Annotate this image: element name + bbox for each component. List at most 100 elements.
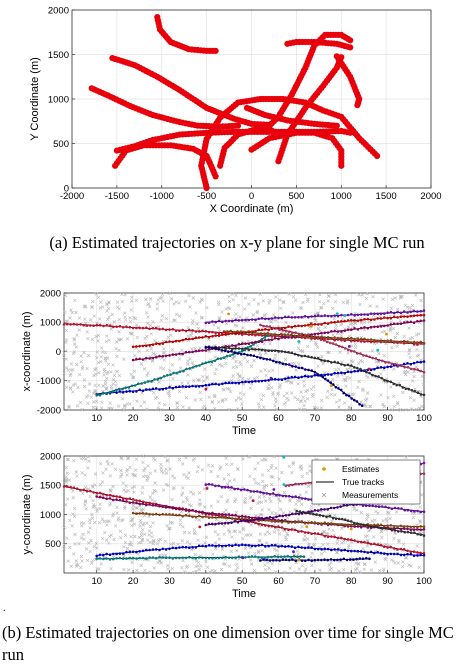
xt-measurement-mark — [216, 326, 221, 330]
xt-measurement-mark — [180, 348, 184, 353]
yt-estimate-point — [121, 499, 125, 503]
yt-measurement-mark — [209, 504, 214, 508]
xt-estimate-point — [381, 359, 384, 363]
xt-measurement-mark — [100, 305, 105, 309]
yt-measurement-mark — [377, 568, 382, 573]
xt-estimate-point — [328, 341, 332, 345]
yt-measurement-mark — [327, 563, 332, 567]
yt-estimate-point — [359, 526, 363, 529]
yt-estimate-point — [307, 481, 311, 485]
yt-estimate-point — [402, 527, 406, 530]
yt-measurement-mark — [295, 549, 300, 553]
xt-measurement-mark — [131, 375, 135, 380]
yt-measurement-mark — [352, 507, 356, 511]
xt-measurement-mark — [72, 350, 77, 354]
legend-true-tracks-label: True tracks — [342, 477, 384, 487]
yt-estimate-point — [308, 512, 312, 515]
yt-estimate-point — [323, 558, 326, 561]
xt-estimate-point — [145, 326, 148, 329]
xt-estimate-point — [138, 326, 141, 330]
yt-estimate-point — [128, 550, 132, 553]
yt-measurement-mark — [181, 524, 185, 529]
yt-estimate-point — [247, 517, 251, 521]
xt-measurement-mark — [314, 318, 318, 323]
yt-estimate-point — [210, 522, 214, 526]
xt-measurement-mark — [129, 372, 133, 377]
xt-measurement-mark — [277, 385, 282, 390]
xt-estimate-point — [333, 329, 337, 333]
xt-estimate-point — [294, 331, 298, 334]
xt-measurement-mark — [419, 298, 423, 303]
yt-estimate-point — [233, 487, 236, 491]
xt-estimate-point — [188, 350, 191, 354]
yt-tick-label-x: 90 — [382, 576, 393, 587]
yt-estimate-point — [416, 551, 419, 554]
xt-measurement-mark — [273, 353, 278, 357]
yt-measurement-mark — [288, 510, 292, 514]
xt-measurement-mark — [402, 334, 406, 339]
yt-estimate-point — [307, 546, 310, 549]
xt-measurement-mark — [162, 351, 167, 355]
xt-estimate-point — [217, 348, 220, 351]
xt-measurement-mark — [92, 314, 96, 318]
yt-measurement-mark — [171, 486, 176, 491]
xt-estimate-point — [363, 340, 366, 343]
yt-measurement-mark — [146, 464, 150, 468]
xt-estimate-point — [402, 321, 406, 324]
yt-measurement-mark — [182, 570, 187, 574]
xt-measurement-mark — [419, 394, 423, 399]
yt-estimate-point — [280, 521, 284, 524]
xt-estimate-point — [154, 342, 158, 345]
xt-estimate-point — [284, 363, 288, 366]
yt-measurement-mark — [118, 529, 123, 534]
yt-measurement-mark — [356, 562, 361, 566]
yt-measurement-mark — [111, 512, 116, 516]
yt-measurement-mark — [412, 511, 417, 516]
xt-measurement-mark — [396, 402, 400, 406]
yt-measurement-mark — [148, 495, 153, 499]
yt-estimate-point — [300, 559, 304, 562]
xt-measurement-mark — [301, 300, 305, 305]
xt-estimate-point — [409, 320, 413, 324]
yt-measurement-mark — [115, 505, 119, 510]
xt-measurement-mark — [337, 367, 341, 371]
yt-measurement-mark — [151, 521, 155, 525]
yt-measurement-mark — [90, 512, 94, 517]
yt-measurement-mark — [216, 532, 220, 537]
yt-estimate-point — [294, 482, 297, 486]
yt-measurement-mark — [256, 461, 260, 465]
yt-measurement-mark — [187, 471, 191, 475]
yt-estimate-point — [359, 523, 362, 526]
yt-estimate-point — [105, 493, 109, 497]
xt-estimate-point — [409, 362, 413, 366]
yt-measurement-mark — [409, 564, 413, 568]
xt-measurement-mark — [262, 341, 267, 346]
yt-measurement-mark — [91, 498, 95, 503]
xt-measurement-mark — [249, 382, 254, 386]
xt-estimate-point — [128, 389, 132, 393]
yt-estimates-6 — [131, 511, 426, 529]
xt-measurement-mark — [64, 328, 69, 333]
xt-measurement-mark — [350, 344, 354, 348]
xt-measurement-mark — [251, 313, 256, 317]
yt-measurement-mark — [137, 541, 141, 545]
yt-stray-estimate — [297, 558, 301, 562]
xt-measurement-mark — [356, 385, 360, 390]
xt-estimate-point — [297, 366, 301, 370]
yt-estimate-point — [363, 540, 366, 544]
xt-measurement-mark — [104, 386, 109, 390]
yt-measurement-mark — [98, 506, 102, 511]
yt-estimate-point — [276, 555, 280, 559]
xt-estimate-point — [350, 397, 354, 400]
xt-measurement-mark — [274, 400, 278, 404]
yt-measurement-mark — [263, 499, 268, 503]
xt-estimate-point — [115, 391, 118, 394]
yt-measurement-mark — [156, 560, 160, 565]
yt-estimate-point — [178, 556, 181, 560]
xt-estimate-point — [399, 322, 403, 325]
xt-estimate-point — [198, 364, 201, 367]
yt-measurement-mark — [264, 483, 269, 488]
yt-tick-label-y: 1000 — [40, 510, 61, 521]
yt-estimate-point — [374, 505, 378, 508]
legend-estimates-marker — [322, 467, 326, 471]
